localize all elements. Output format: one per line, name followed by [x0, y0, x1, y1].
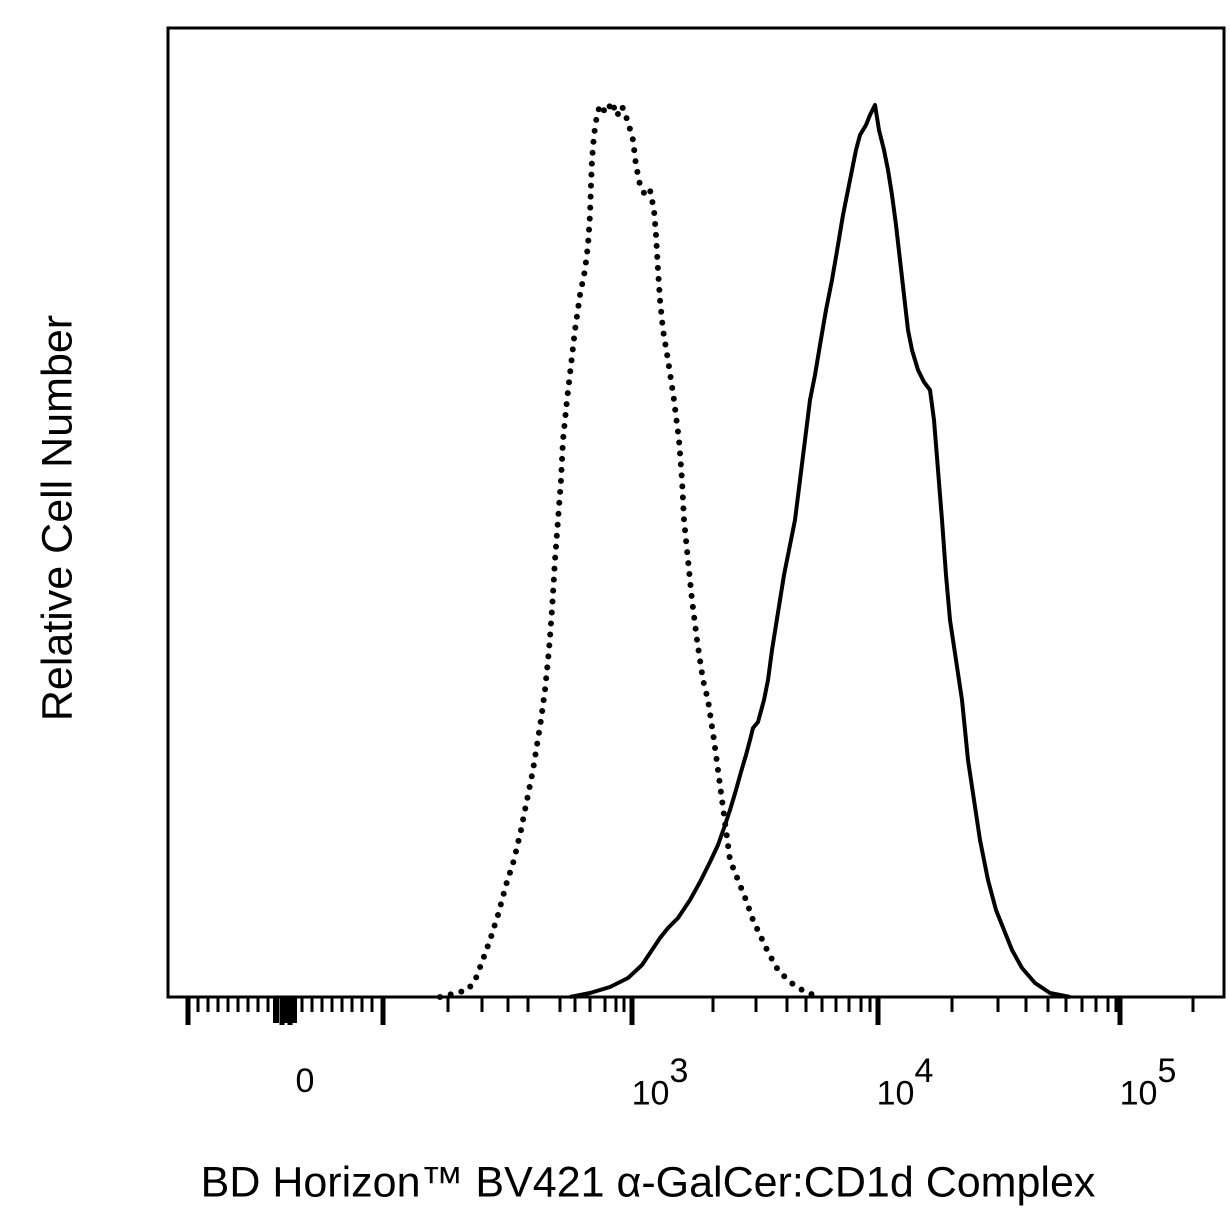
- x-tick-label-1e5: 105: [1119, 1052, 1177, 1113]
- x-tick-text: 0: [295, 1062, 315, 1100]
- x-tick-exponent: 3: [669, 1052, 689, 1090]
- x-axis-ticks: [185, 997, 1195, 1025]
- x-tick-base: 10: [876, 1074, 915, 1113]
- x-tick-exponent: 5: [1157, 1052, 1177, 1090]
- plot-frame: [166, 26, 1226, 999]
- x-tick-label-1e3: 103: [631, 1052, 689, 1113]
- x-tick-base: 10: [1119, 1074, 1158, 1113]
- control-histogram-dotted: [437, 94, 823, 1000]
- x-tick-label-0: 0: [296, 1062, 315, 1101]
- stained-histogram-solid: [569, 103, 1071, 999]
- x-tick-label-1e4: 104: [876, 1052, 934, 1113]
- x-tick-base: 10: [631, 1074, 670, 1113]
- x-tick-exponent: 4: [914, 1052, 934, 1090]
- x-axis-label: BD Horizon™ BV421 α-GalCer:CD1d Complex: [200, 1158, 1096, 1207]
- y-axis-label: Relative Cell Number: [33, 314, 82, 722]
